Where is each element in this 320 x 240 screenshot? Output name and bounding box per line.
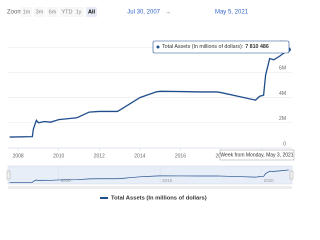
- navigator-tick-label: 2020: [264, 178, 275, 183]
- zoom-button[interactable]: [21, 7, 32, 17]
- zoom-button-label[interactable]: All: [88, 9, 96, 15]
- stock-chart: Zoom Jul 30, 2007 → May 5, 2021 1m 3m 6m YT…: [6, 7, 295, 202]
- y-tick-label: 2M: [279, 116, 286, 122]
- zoom-button[interactable]: [47, 7, 58, 17]
- y-tick-label: 6M: [279, 66, 286, 72]
- zoom-button-label[interactable]: 1m: [23, 9, 31, 15]
- zoom-button-label[interactable]: 6m: [49, 9, 57, 15]
- tooltip-label: Total Assets (In millions of dollars):: [162, 44, 243, 50]
- zoom-button[interactable]: [34, 7, 45, 17]
- navigator-tick-label: 2015: [162, 178, 173, 183]
- date-tooltip: Week from Monday, May 3, 2021: [220, 152, 293, 158]
- date-tooltip-box: [219, 149, 295, 161]
- scrollbar: [8, 186, 292, 189]
- tooltip-value: 7 810 486: [245, 44, 269, 50]
- zoom-button-label[interactable]: 1y: [76, 9, 82, 15]
- x-tick-label: 2014: [134, 153, 145, 159]
- zoom-label: Zoom: [7, 10, 22, 16]
- tooltip-dot: [156, 45, 160, 49]
- x-tick-label: 2016: [175, 153, 186, 159]
- navigator-line: [9, 169, 289, 183]
- x-tick-label: 2010: [53, 153, 64, 159]
- navigator-tick-label: 2010: [61, 178, 72, 183]
- navigator-handle[interactable]: [289, 170, 294, 180]
- y-tick-label: 4M: [279, 91, 286, 97]
- zoom-button-label[interactable]: YTD: [62, 9, 73, 15]
- zoom-button[interactable]: [86, 7, 97, 17]
- zoom-button[interactable]: [73, 7, 84, 17]
- x-tick-label: 2012: [94, 153, 105, 159]
- zoom-button-label[interactable]: 3m: [36, 9, 44, 15]
- line: [9, 49, 290, 138]
- zoom-button[interactable]: [60, 7, 74, 17]
- navigator-handle[interactable]: [6, 170, 11, 180]
- range-start[interactable]: Jul 30, 2007: [127, 10, 160, 16]
- tooltip-box: [152, 40, 290, 54]
- range-arrow: →: [165, 10, 171, 16]
- y-tick-label: 0: [283, 141, 286, 147]
- range-end[interactable]: May 5, 2021: [215, 10, 249, 16]
- navigator[interactable]: [7, 165, 293, 185]
- x-tick-label: 2008: [13, 153, 24, 159]
- legend-label[interactable]: Total Assets (In millions of dollars): [111, 196, 207, 202]
- tooltip-text: Total Assets (In millions of dollars): 7 …: [162, 44, 269, 50]
